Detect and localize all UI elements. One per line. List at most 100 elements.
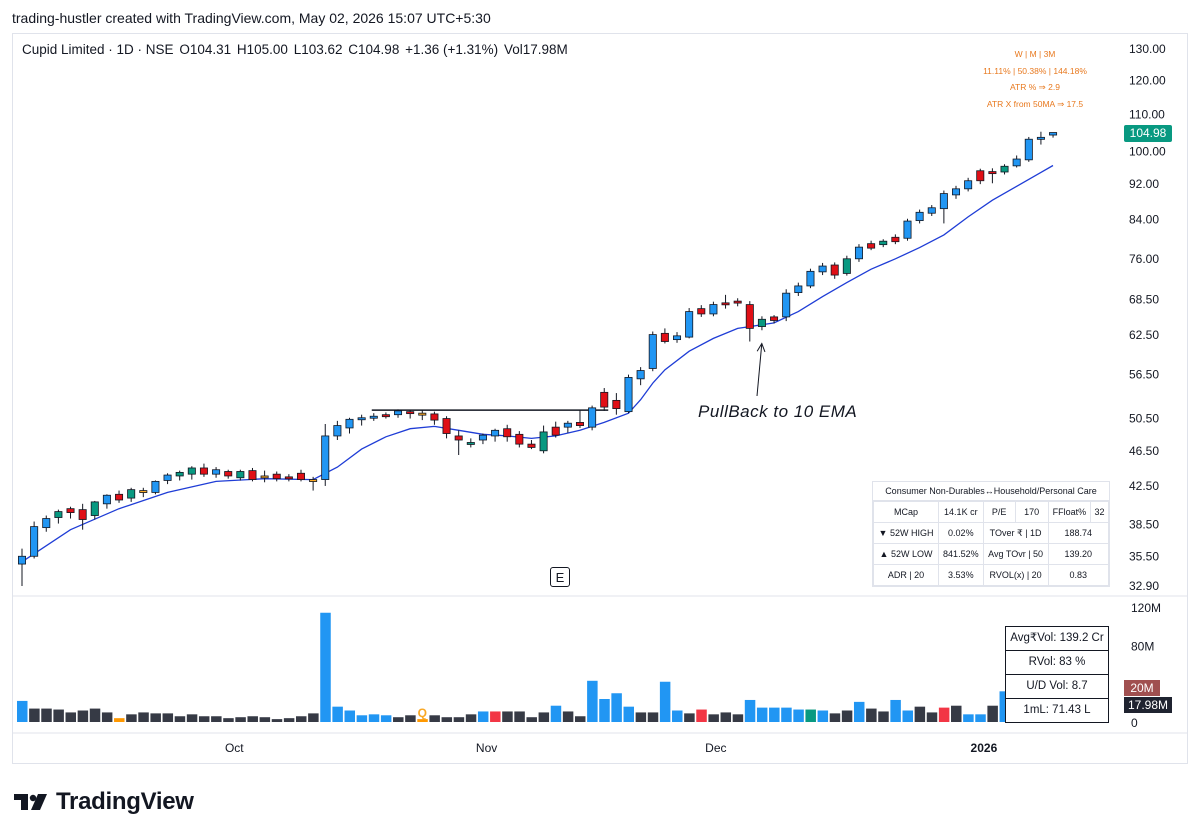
volume-bar xyxy=(708,714,719,722)
volume-bar xyxy=(672,710,683,722)
candle-body xyxy=(903,220,912,239)
time-tick-label: Dec xyxy=(705,741,726,755)
volume-bar xyxy=(526,717,537,722)
candle-body xyxy=(54,511,63,518)
price-tick-label: 50.50 xyxy=(1129,412,1159,426)
price-tick-label: 76.00 xyxy=(1129,252,1159,266)
price-tick-label: 92.00 xyxy=(1129,177,1159,191)
volume-bar xyxy=(769,707,780,722)
chart-credit: trading-hustler created with TradingView… xyxy=(12,10,491,26)
candle-body xyxy=(199,467,208,475)
volume-bar xyxy=(587,680,598,722)
volume-bar xyxy=(77,710,89,722)
volume-bar xyxy=(684,713,695,722)
candle-body xyxy=(794,285,803,294)
volume-bar xyxy=(841,710,853,722)
price-tick-label: 38.50 xyxy=(1129,518,1159,532)
performance-periods: W | M | 3M xyxy=(1014,49,1056,59)
volume-bar xyxy=(502,711,513,722)
candle-body xyxy=(466,442,475,445)
candle-body xyxy=(915,211,924,222)
legend-symbol[interactable]: Cupid Limited · 1D · NSE xyxy=(22,42,174,57)
volume-bar xyxy=(999,691,1011,722)
stats-cell: 170 xyxy=(1014,501,1049,523)
volume-tick-label: 80M xyxy=(1131,639,1154,653)
volume-bar xyxy=(271,719,283,722)
candle-body xyxy=(624,377,633,413)
volume-bar xyxy=(247,716,258,722)
price-tick-label: 84.00 xyxy=(1129,213,1159,227)
candle-body xyxy=(709,304,718,315)
legend-high: H105.00 xyxy=(236,42,288,57)
candle-body xyxy=(284,476,293,480)
candle-body xyxy=(42,518,51,529)
volume-bar xyxy=(344,710,356,722)
volume-bar xyxy=(853,701,865,722)
candle-body xyxy=(175,471,184,477)
candle-body xyxy=(757,318,766,327)
price-tick-label: 56.50 xyxy=(1129,368,1159,382)
price-tick-label: 62.50 xyxy=(1129,328,1159,342)
annotation-arrow-line xyxy=(756,343,763,397)
relative-volume: RVol: 83 % xyxy=(1006,651,1108,675)
candle-body xyxy=(733,300,742,304)
volume-bar xyxy=(805,709,816,722)
candle-body xyxy=(612,399,621,410)
volume-bar xyxy=(150,713,161,722)
candle-body xyxy=(673,335,682,341)
volume-bar xyxy=(647,712,659,722)
candle-body xyxy=(867,243,876,249)
candle-body xyxy=(588,407,597,428)
candle-body xyxy=(248,470,257,480)
volume-bar xyxy=(405,715,416,722)
candle-body xyxy=(151,480,160,493)
volume-bar xyxy=(744,699,756,722)
legend-volume: Vol17.98M xyxy=(503,42,568,57)
volume-bar xyxy=(65,712,77,722)
volume-bar xyxy=(599,699,610,722)
candle-body xyxy=(745,304,754,329)
earnings-marker[interactable]: E xyxy=(550,567,570,587)
time-tick-label: Nov xyxy=(476,741,497,755)
volume-bar xyxy=(720,712,732,722)
price-tick-label: 32.90 xyxy=(1129,579,1159,593)
candle-body xyxy=(212,469,221,475)
volume-bar xyxy=(732,714,744,722)
candle-body xyxy=(163,474,172,481)
tradingview-logo[interactable]: TradingView xyxy=(14,787,194,817)
volume-bar xyxy=(441,717,453,722)
volume-bar xyxy=(829,713,841,722)
volume-bar xyxy=(380,715,392,722)
candle-body xyxy=(272,473,281,480)
volume-bar xyxy=(283,718,295,722)
legend-open: O104.31 xyxy=(179,42,232,57)
candle-body xyxy=(1036,136,1045,140)
price-tick-label: 100.00 xyxy=(1129,145,1166,159)
volume-bar xyxy=(611,693,622,722)
stats-cell: 139.20 xyxy=(1047,543,1110,565)
candle-body xyxy=(842,258,851,274)
volume-bar xyxy=(878,711,889,722)
volume-bar xyxy=(781,707,792,722)
stats-row: ▲ 52W LOW 841.52% Avg TOvr | 50 139.20 xyxy=(873,543,1110,565)
atr-percent: ATR % ⇒ 2.9 xyxy=(1010,82,1060,92)
candle-body xyxy=(394,410,403,416)
candle-body xyxy=(224,471,233,477)
volume-bar xyxy=(477,711,489,722)
volume-bar xyxy=(866,708,877,722)
stats-row: MCap 14.1K cr P/E 170 FFloat% 32 xyxy=(873,501,1109,523)
stats-cell: 3.53% xyxy=(938,564,984,586)
stats-cell: RVOL(x) | 20 xyxy=(982,564,1049,586)
candle-body xyxy=(952,188,961,196)
stats-cell: 188.74 xyxy=(1047,522,1110,544)
volume-stats-box: Avg₹Vol: 139.2 Cr RVol: 83 % U/D Vol: 8.… xyxy=(1005,626,1109,723)
candle-body xyxy=(90,501,99,516)
volume-bar xyxy=(696,709,707,722)
volume-bar xyxy=(793,709,804,722)
candle-body xyxy=(418,412,427,416)
candle-body xyxy=(527,443,536,448)
stats-table: Consumer Non-Durables↔Household/Personal… xyxy=(872,481,1110,587)
legend-change: +1.36 (+1.31%) xyxy=(405,42,499,57)
candle-body xyxy=(187,467,196,475)
